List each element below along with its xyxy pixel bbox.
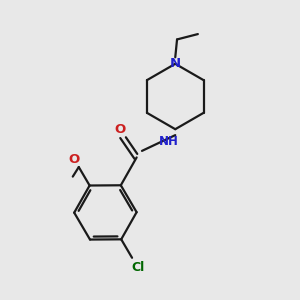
Text: N: N bbox=[170, 57, 181, 70]
Text: O: O bbox=[114, 123, 126, 136]
Text: NH: NH bbox=[158, 135, 178, 148]
Text: Cl: Cl bbox=[131, 261, 144, 274]
Text: O: O bbox=[69, 153, 80, 166]
